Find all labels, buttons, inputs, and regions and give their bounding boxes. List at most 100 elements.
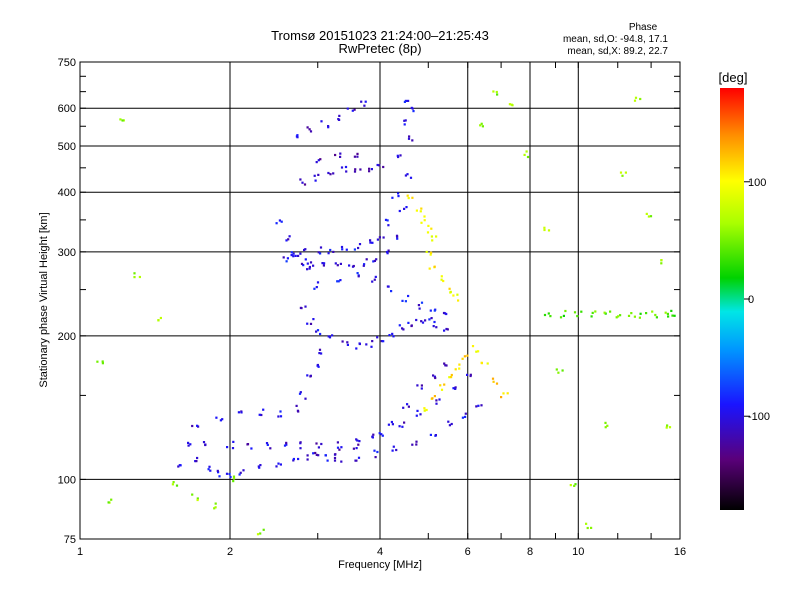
data-point bbox=[450, 422, 453, 426]
data-point bbox=[403, 100, 406, 103]
data-point bbox=[638, 316, 641, 319]
data-point bbox=[617, 315, 620, 318]
data-point bbox=[543, 313, 547, 317]
data-point bbox=[430, 251, 433, 254]
data-point bbox=[496, 93, 499, 96]
data-point bbox=[456, 293, 459, 296]
data-point bbox=[429, 309, 432, 312]
data-point bbox=[457, 299, 460, 302]
data-point bbox=[425, 408, 428, 412]
data-point bbox=[355, 447, 358, 450]
data-point bbox=[403, 207, 406, 210]
data-point bbox=[339, 152, 342, 155]
data-point bbox=[419, 210, 422, 213]
data-point bbox=[407, 137, 411, 140]
data-point bbox=[301, 181, 304, 184]
data-point bbox=[386, 219, 389, 222]
data-point bbox=[250, 447, 253, 450]
colorbar-label: [deg] bbox=[719, 70, 748, 85]
data-point bbox=[448, 424, 451, 427]
data-point bbox=[308, 267, 311, 270]
data-point bbox=[259, 532, 262, 535]
data-point bbox=[469, 374, 472, 378]
data-point bbox=[354, 168, 357, 171]
data-point bbox=[317, 454, 320, 457]
data-point bbox=[627, 314, 631, 317]
data-point bbox=[407, 405, 410, 408]
data-point bbox=[432, 374, 435, 377]
data-point bbox=[229, 475, 232, 479]
data-point bbox=[277, 462, 280, 465]
data-point bbox=[406, 173, 409, 176]
data-point bbox=[428, 267, 431, 270]
data-point bbox=[368, 167, 371, 170]
data-point bbox=[506, 392, 509, 395]
data-point bbox=[404, 300, 407, 303]
data-point bbox=[258, 466, 261, 469]
data-point bbox=[285, 443, 288, 446]
data-point bbox=[495, 382, 499, 385]
data-point bbox=[219, 419, 222, 422]
data-point bbox=[275, 222, 278, 225]
data-point bbox=[660, 259, 663, 262]
data-point bbox=[306, 126, 309, 129]
data-point bbox=[336, 446, 340, 449]
data-point bbox=[309, 130, 313, 133]
data-point bbox=[239, 471, 242, 474]
chart-title: Tromsø 20151023 21:24:00–21:25:43 bbox=[271, 28, 489, 43]
data-point bbox=[345, 248, 348, 251]
data-point bbox=[290, 254, 293, 257]
data-point bbox=[355, 347, 358, 350]
data-point bbox=[338, 118, 341, 121]
data-point bbox=[415, 209, 418, 212]
data-point bbox=[590, 526, 593, 529]
data-point bbox=[237, 411, 240, 414]
data-point bbox=[364, 100, 367, 103]
data-point bbox=[353, 248, 356, 251]
colorbar-ticks: 100 0 -100 bbox=[744, 177, 770, 423]
data-points bbox=[96, 90, 676, 536]
data-point bbox=[312, 264, 315, 267]
data-point bbox=[391, 332, 394, 335]
data-point bbox=[425, 250, 428, 253]
data-point bbox=[269, 447, 272, 450]
data-point bbox=[355, 459, 358, 462]
data-point bbox=[673, 314, 676, 317]
phase-stats-title: Phase bbox=[629, 22, 658, 33]
data-point bbox=[334, 153, 337, 157]
data-point bbox=[334, 453, 337, 456]
data-point bbox=[386, 252, 389, 255]
data-point bbox=[327, 125, 330, 128]
data-point bbox=[317, 159, 320, 162]
y-tick-labels: 75 100 200 300 400 500 600 750 bbox=[58, 57, 76, 546]
data-point bbox=[411, 443, 414, 446]
data-point bbox=[402, 406, 405, 409]
x-tick-label: 2 bbox=[227, 546, 233, 558]
data-point bbox=[391, 423, 394, 426]
y-tick-label: 750 bbox=[58, 57, 76, 69]
data-point bbox=[387, 224, 390, 227]
data-point bbox=[404, 119, 407, 122]
data-point bbox=[315, 286, 318, 289]
data-point bbox=[302, 264, 305, 267]
data-point bbox=[171, 483, 174, 486]
data-point bbox=[194, 460, 197, 463]
data-point bbox=[479, 124, 482, 127]
data-point bbox=[256, 533, 260, 536]
data-point bbox=[423, 409, 426, 412]
data-point bbox=[340, 245, 344, 249]
data-point bbox=[121, 119, 124, 122]
data-point bbox=[344, 165, 348, 169]
data-point bbox=[380, 340, 383, 343]
data-point bbox=[216, 469, 219, 472]
data-point bbox=[420, 384, 423, 387]
data-point bbox=[411, 139, 414, 142]
data-point bbox=[240, 411, 243, 414]
data-point bbox=[438, 398, 441, 401]
data-point bbox=[101, 360, 104, 363]
data-point bbox=[306, 322, 309, 325]
data-point bbox=[359, 168, 362, 171]
data-point bbox=[341, 340, 344, 343]
x-tick-label: 1 bbox=[77, 546, 83, 558]
data-point bbox=[228, 472, 231, 476]
